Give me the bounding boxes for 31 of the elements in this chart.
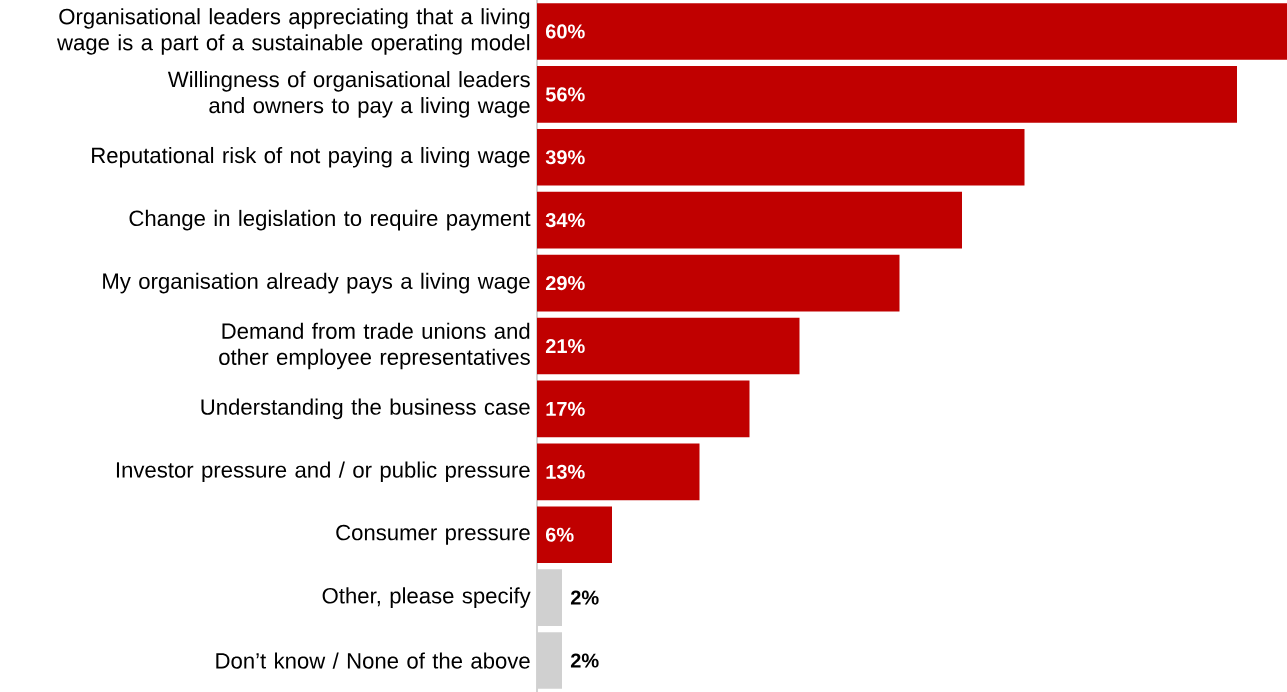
y-tick-label: Organisational leaders appreciating that a living wage is a part of a sustainable operating model — [57, 8, 530, 55]
y-tick-label: Demand from trade unions and other employee representatives — [219, 322, 530, 370]
data-label: 39% — [545, 150, 585, 165]
data-label: 56% — [545, 87, 585, 102]
bar — [537, 380, 750, 438]
bar — [537, 3, 1287, 60]
bar — [537, 506, 612, 564]
data-label: 6% — [545, 527, 574, 542]
data-label: 60% — [545, 24, 585, 39]
y-tick-label: Other, please specify — [322, 587, 531, 608]
bar — [537, 191, 963, 249]
y-tick-label: Investor pressure and / or public pressure — [116, 461, 530, 483]
y-tick-label: Consumer pressure — [336, 524, 530, 545]
bar — [537, 254, 900, 312]
data-label: 2% — [570, 653, 599, 668]
bar — [537, 443, 700, 501]
bar — [537, 66, 1238, 123]
data-label: 13% — [546, 464, 585, 479]
y-tick-label: Change in legislation to require payment — [129, 209, 531, 231]
y-tick-label: Willingness of organisational leaders and owners to pay a living wage — [167, 71, 530, 118]
y-tick-label: Reputational risk of not paying a living wage — [92, 146, 530, 168]
y-tick-label: Don’t know / None of the above — [216, 652, 530, 669]
data-label: 34% — [545, 213, 585, 228]
y-tick-label: My organisation already pays a living wage — [103, 272, 530, 294]
data-label: 17% — [546, 401, 585, 416]
bar — [537, 128, 1025, 186]
data-label: 29% — [545, 276, 585, 291]
data-label: 2% — [570, 590, 599, 605]
bar — [537, 317, 800, 375]
y-tick-label: Understanding the business case — [201, 398, 530, 420]
data-label: 21% — [545, 338, 585, 354]
